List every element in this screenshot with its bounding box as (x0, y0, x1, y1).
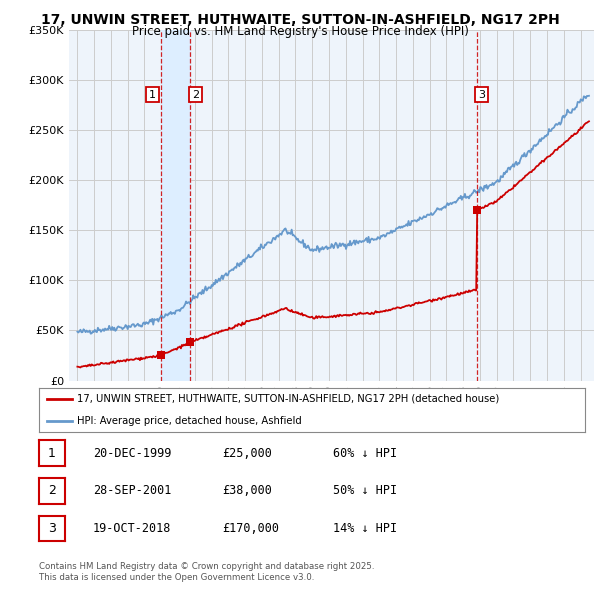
Text: 20-DEC-1999: 20-DEC-1999 (93, 447, 172, 460)
Text: Price paid vs. HM Land Registry's House Price Index (HPI): Price paid vs. HM Land Registry's House … (131, 25, 469, 38)
Text: 3: 3 (478, 90, 485, 100)
Text: 60% ↓ HPI: 60% ↓ HPI (333, 447, 397, 460)
Text: £170,000: £170,000 (222, 522, 279, 535)
Text: 17, UNWIN STREET, HUTHWAITE, SUTTON-IN-ASHFIELD, NG17 2PH: 17, UNWIN STREET, HUTHWAITE, SUTTON-IN-A… (41, 13, 559, 27)
Text: 3: 3 (48, 522, 56, 535)
Text: 14% ↓ HPI: 14% ↓ HPI (333, 522, 397, 535)
Text: £25,000: £25,000 (222, 447, 272, 460)
Text: Contains HM Land Registry data © Crown copyright and database right 2025.: Contains HM Land Registry data © Crown c… (39, 562, 374, 571)
Text: 2: 2 (48, 484, 56, 497)
Text: 2: 2 (192, 90, 199, 100)
Text: 17, UNWIN STREET, HUTHWAITE, SUTTON-IN-ASHFIELD, NG17 2PH (detached house): 17, UNWIN STREET, HUTHWAITE, SUTTON-IN-A… (77, 394, 499, 404)
Text: 1: 1 (149, 90, 156, 100)
Text: 50% ↓ HPI: 50% ↓ HPI (333, 484, 397, 497)
Text: HPI: Average price, detached house, Ashfield: HPI: Average price, detached house, Ashf… (77, 416, 302, 426)
Bar (161, 30, 190, 381)
Text: 1: 1 (48, 447, 56, 460)
Text: This data is licensed under the Open Government Licence v3.0.: This data is licensed under the Open Gov… (39, 572, 314, 582)
Text: 28-SEP-2001: 28-SEP-2001 (93, 484, 172, 497)
Text: £38,000: £38,000 (222, 484, 272, 497)
Text: 19-OCT-2018: 19-OCT-2018 (93, 522, 172, 535)
